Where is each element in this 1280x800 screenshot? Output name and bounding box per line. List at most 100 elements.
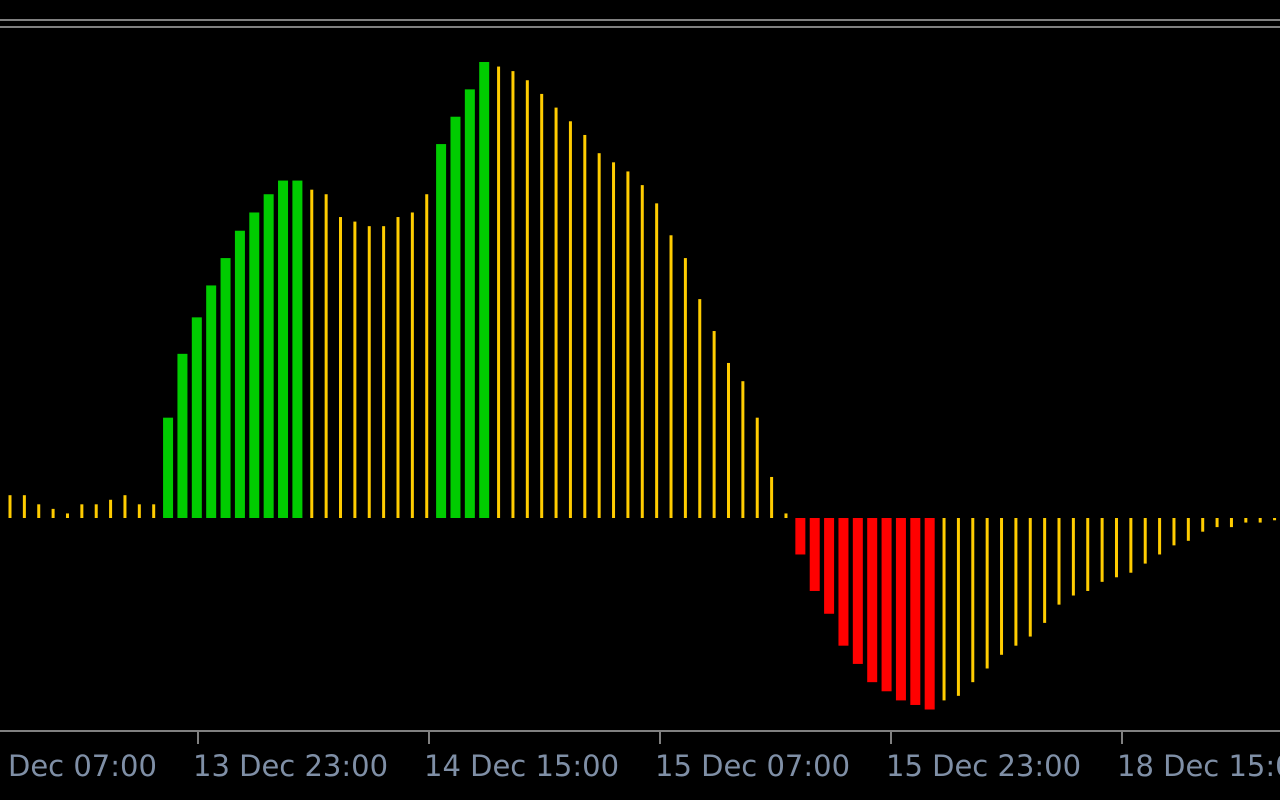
histogram-bar: [339, 217, 343, 519]
histogram-bar: [924, 518, 935, 710]
histogram-bar: [1229, 518, 1233, 528]
x-tick-label: 15 Dec 07:00: [655, 749, 850, 783]
histogram-bar: [249, 212, 260, 519]
histogram-bar: [1158, 518, 1162, 555]
histogram-bar: [1086, 518, 1090, 591]
histogram-bar: [597, 153, 601, 518]
histogram-bar: [1273, 518, 1277, 521]
histogram-bar: [1071, 518, 1075, 596]
histogram-bar: [292, 180, 303, 518]
histogram-bar: [310, 189, 314, 518]
histogram-bar: [353, 221, 357, 518]
histogram-bar: [137, 504, 141, 518]
histogram-bar: [1172, 518, 1176, 546]
histogram-bar: [910, 518, 921, 705]
histogram-bar: [1100, 518, 1104, 582]
histogram-bar: [942, 518, 946, 701]
histogram-bar: [324, 194, 328, 519]
histogram-bar: [640, 185, 644, 518]
histogram-bar: [382, 226, 386, 518]
histogram-bar: [540, 93, 544, 519]
histogram-bar: [152, 504, 156, 518]
histogram-bar: [1014, 518, 1018, 646]
histogram-bar: [22, 495, 26, 518]
histogram-bar: [1244, 518, 1248, 523]
histogram-bar: [554, 107, 558, 518]
histogram-bar: [1215, 518, 1219, 528]
histogram-bar: [263, 194, 274, 519]
histogram-bar: [1201, 518, 1205, 532]
histogram-bar: [80, 504, 84, 518]
x-tick-label: 18 Dec 15:00: [1117, 749, 1280, 783]
histogram-bar: [1114, 518, 1118, 578]
histogram-bar: [123, 495, 127, 518]
histogram-bar: [37, 504, 41, 518]
histogram-bar: [741, 381, 745, 518]
histogram-bar: [464, 89, 475, 519]
histogram-bar: [824, 518, 835, 614]
histogram-bar: [971, 518, 975, 683]
histogram-bar: [497, 66, 501, 518]
histogram-bar: [852, 518, 863, 664]
histogram-bar: [1186, 518, 1190, 541]
histogram-bar: [698, 299, 702, 518]
histogram-bar: [511, 71, 515, 519]
histogram-bar: [177, 353, 188, 518]
histogram-bar: [1043, 518, 1047, 623]
histogram-bar: [436, 144, 447, 518]
histogram-bar: [838, 518, 849, 646]
histogram-bar: [525, 80, 529, 519]
histogram-bar: [65, 513, 69, 518]
histogram-bar: [683, 258, 687, 518]
histogram-bar: [712, 331, 716, 518]
histogram-bar: [1143, 518, 1147, 564]
histogram-bar: [1028, 518, 1032, 637]
x-tick-label: 14 Dec 15:00: [424, 749, 619, 783]
histogram-bar: [770, 476, 774, 518]
histogram-bar: [278, 180, 289, 518]
histogram-bar: [1258, 518, 1262, 523]
histogram-bar: [234, 230, 245, 518]
histogram-bar: [94, 504, 98, 518]
histogram-bar: [867, 518, 878, 683]
histogram-bar: [220, 258, 231, 518]
histogram-bar: [568, 121, 572, 518]
histogram-bar: [881, 518, 892, 692]
histogram-bar: [956, 518, 960, 696]
histogram-bar: [626, 171, 630, 518]
histogram-bar: [109, 499, 113, 518]
histogram-bar: [655, 203, 659, 519]
histogram-bar: [1000, 518, 1004, 655]
histogram-bar: [396, 217, 400, 519]
histogram-bar: [809, 518, 820, 591]
histogram-bar: [795, 518, 806, 555]
histogram-bar: [784, 513, 788, 518]
histogram-bar: [985, 518, 989, 669]
histogram-bar: [1129, 518, 1133, 573]
histogram-bar: [479, 62, 490, 518]
histogram-bar: [895, 518, 906, 701]
x-axis-tick-labels: Dec 07:00 13 Dec 23:00 14 Dec 15:00 15 D…: [8, 749, 1280, 783]
x-tick-label: Dec 07:00: [8, 749, 157, 783]
histogram-bar: [206, 285, 217, 518]
histogram-bar: [410, 212, 414, 519]
histogram-bar: [425, 194, 429, 519]
histogram-bar: [755, 417, 759, 518]
histogram-bar: [669, 235, 673, 518]
histogram-bar: [191, 317, 202, 518]
histogram-bar: [727, 362, 730, 518]
histogram-bars: [8, 62, 1277, 710]
histogram-bar: [51, 508, 55, 518]
histogram-bar: [8, 495, 12, 518]
x-tick-label: 15 Dec 23:00: [886, 749, 1081, 783]
histogram-bar: [450, 116, 461, 518]
histogram-bar: [1057, 518, 1061, 605]
histogram-bar: [163, 417, 174, 518]
x-axis-ticks: [197, 731, 1123, 744]
histogram-bar: [367, 226, 371, 518]
histogram-bar: [612, 162, 616, 518]
histogram-bar: [583, 134, 587, 518]
x-tick-label: 13 Dec 23:00: [193, 749, 388, 783]
